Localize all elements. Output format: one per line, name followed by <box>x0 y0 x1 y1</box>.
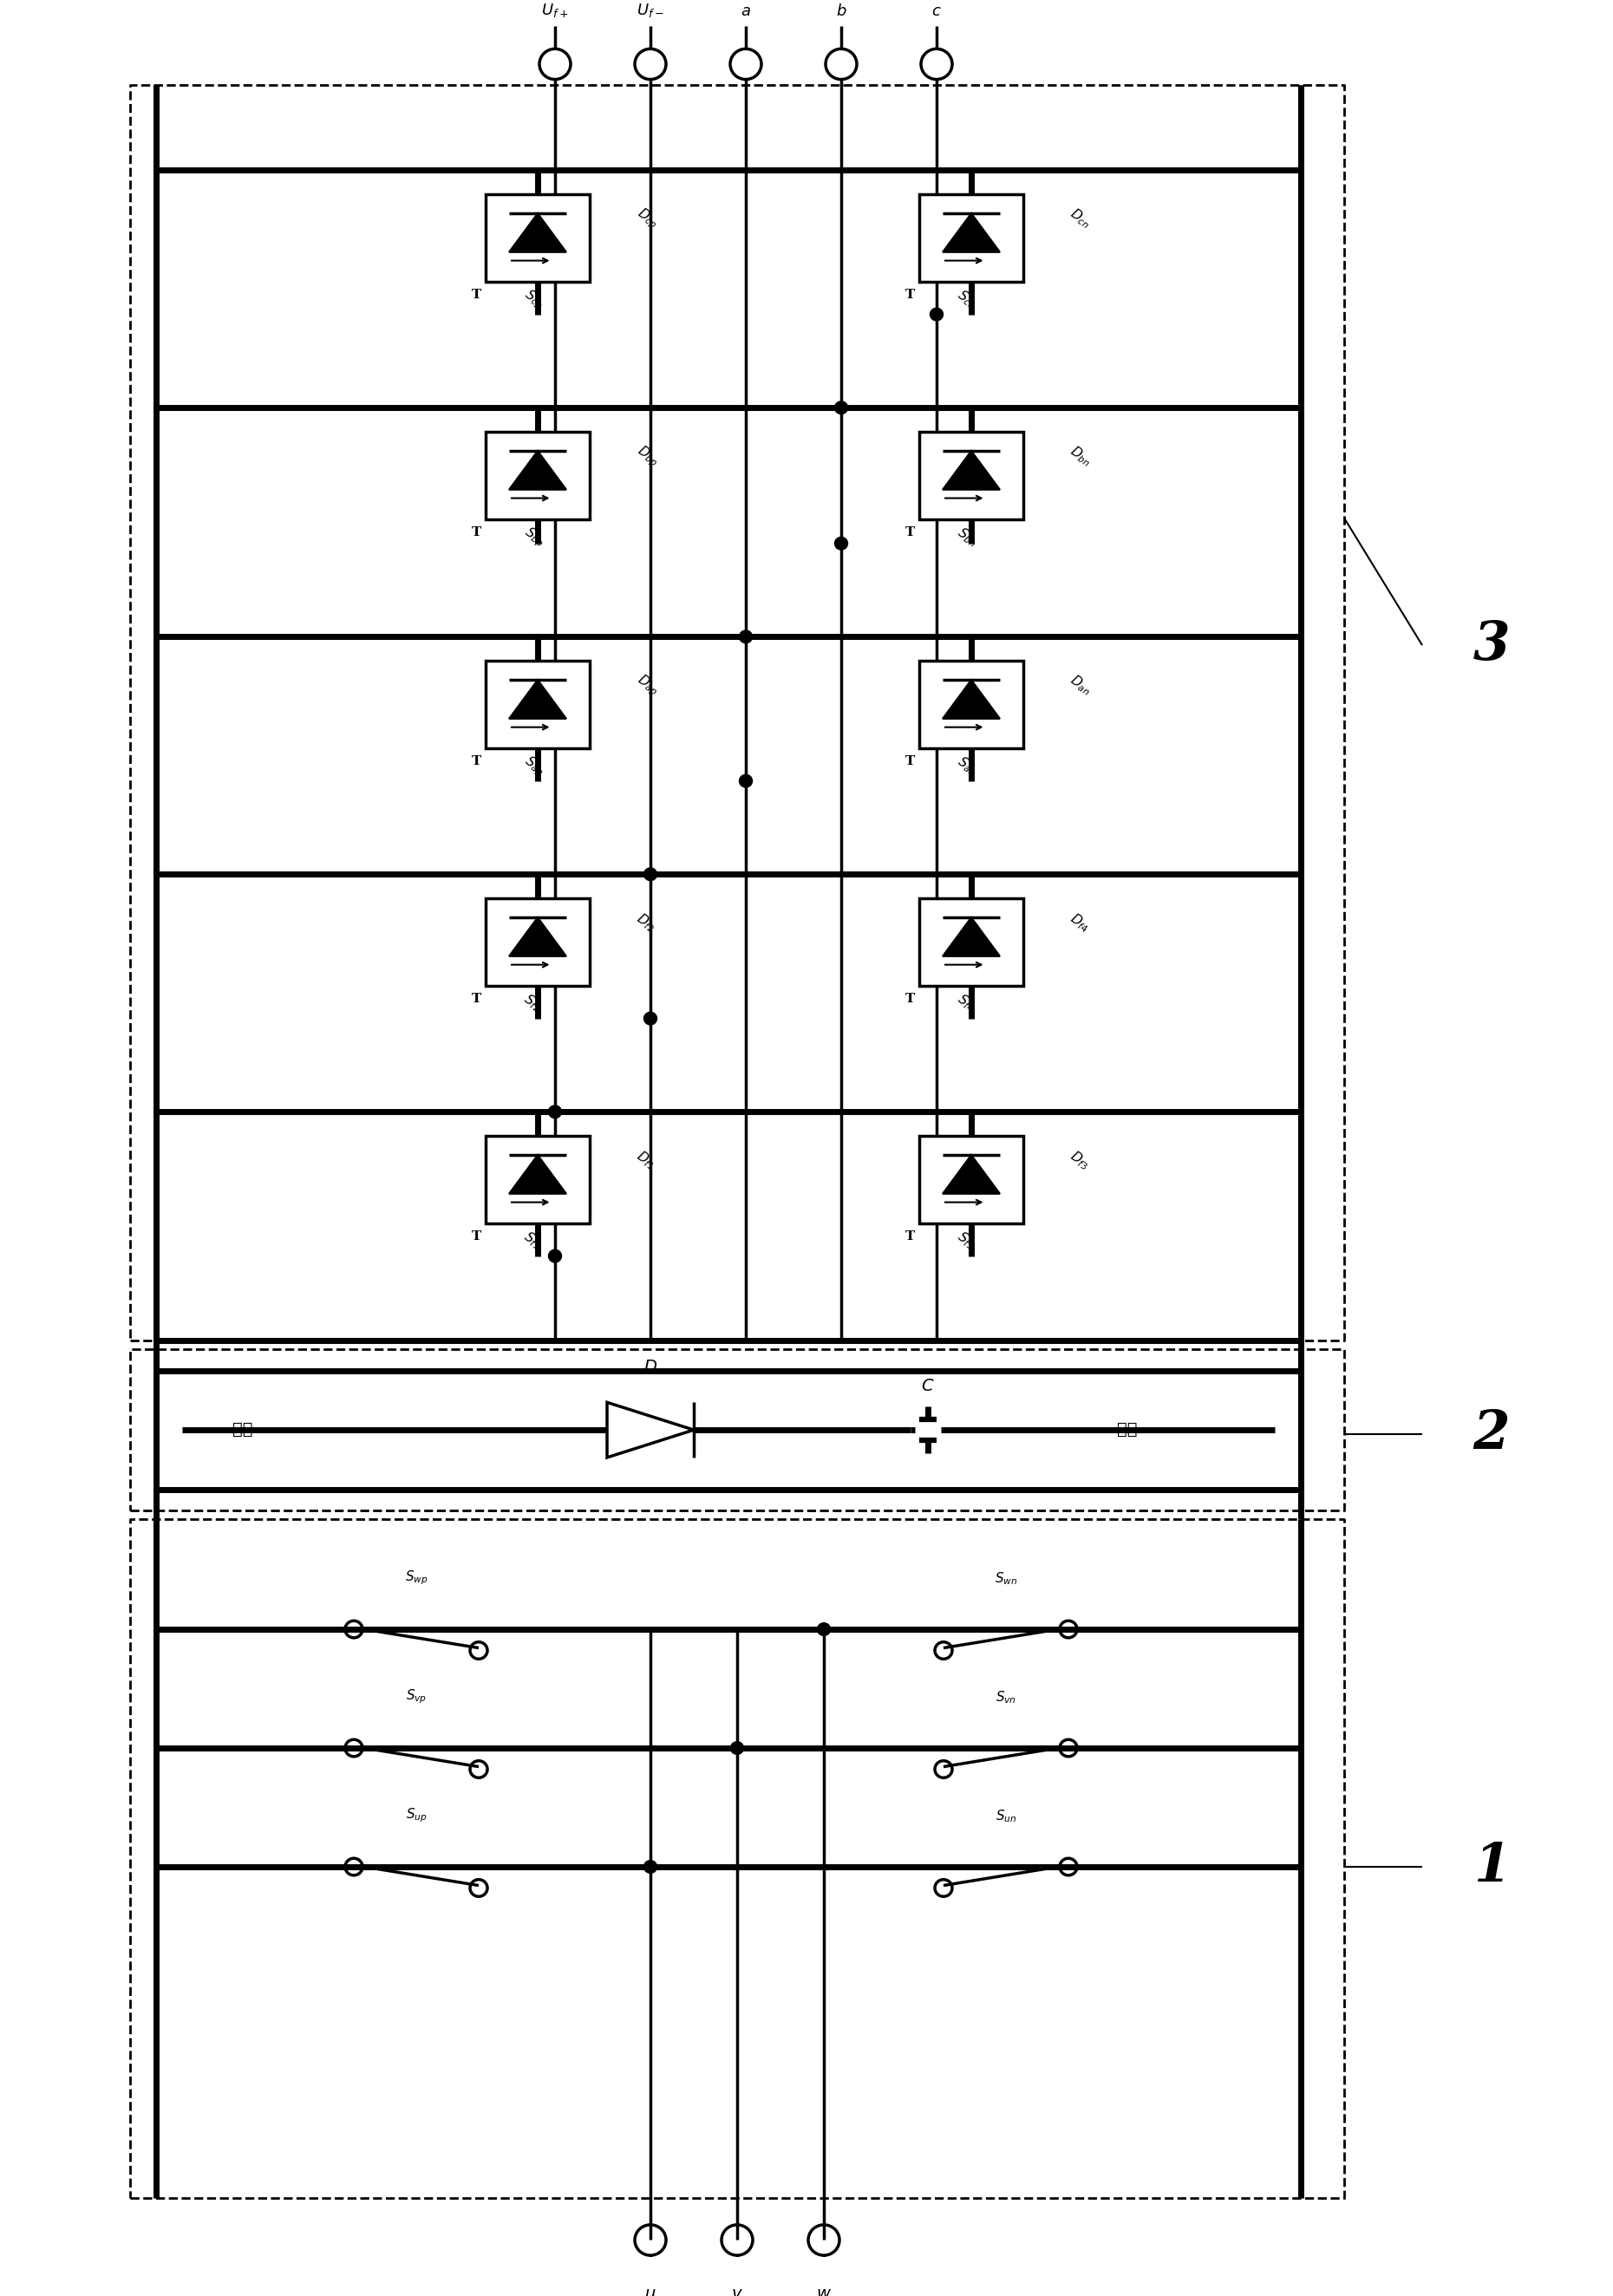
Text: T: T <box>905 526 915 540</box>
Text: $D$: $D$ <box>644 1359 658 1375</box>
Text: $D_{f2}$: $D_{f2}$ <box>632 909 658 934</box>
FancyBboxPatch shape <box>919 898 1023 987</box>
Circle shape <box>931 308 944 321</box>
Polygon shape <box>942 214 1000 253</box>
FancyBboxPatch shape <box>486 661 590 748</box>
Text: $S_{wn}$: $S_{wn}$ <box>995 1570 1018 1587</box>
FancyBboxPatch shape <box>486 432 590 519</box>
Text: $D_{bn}$: $D_{bn}$ <box>1066 443 1095 468</box>
Text: T: T <box>905 994 915 1006</box>
Text: T: T <box>471 994 481 1006</box>
Text: T: T <box>905 289 915 301</box>
Text: $U_{f-}$: $U_{f-}$ <box>637 2 665 18</box>
Text: $v$: $v$ <box>731 2287 744 2296</box>
Text: $S_{ap}$: $S_{ap}$ <box>521 753 548 781</box>
Text: $D_{f1}$: $D_{f1}$ <box>632 1148 658 1173</box>
Text: T: T <box>471 1231 481 1242</box>
Text: $w$: $w$ <box>816 2287 832 2296</box>
Text: $c$: $c$ <box>932 5 942 18</box>
Text: 3: 3 <box>1473 620 1510 670</box>
Circle shape <box>739 774 752 788</box>
Text: T: T <box>905 755 915 767</box>
FancyBboxPatch shape <box>486 1137 590 1224</box>
Polygon shape <box>510 450 566 489</box>
Text: $D_{bp}$: $D_{bp}$ <box>632 443 663 471</box>
Text: 正端: 正端 <box>232 1421 253 1437</box>
Circle shape <box>834 402 848 413</box>
Text: $S_{bp}$: $S_{bp}$ <box>521 523 548 551</box>
FancyBboxPatch shape <box>486 898 590 987</box>
Text: $S_{vn}$: $S_{vn}$ <box>995 1690 1016 1706</box>
Circle shape <box>731 1743 744 1754</box>
Polygon shape <box>510 680 566 719</box>
Circle shape <box>834 537 848 549</box>
Circle shape <box>644 1860 656 1874</box>
Polygon shape <box>942 450 1000 489</box>
Text: $S_{cn}$: $S_{cn}$ <box>953 287 981 312</box>
Text: $S_{f1}$: $S_{f1}$ <box>521 1228 545 1251</box>
Text: $D_{cn}$: $D_{cn}$ <box>1066 207 1094 232</box>
Text: $S_{vp}$: $S_{vp}$ <box>406 1688 427 1706</box>
Text: 2: 2 <box>1473 1407 1510 1460</box>
Text: $S_{un}$: $S_{un}$ <box>995 1809 1016 1825</box>
Text: $S_{f4}$: $S_{f4}$ <box>953 990 979 1015</box>
Text: $S_{cp}$: $S_{cp}$ <box>521 287 547 312</box>
Circle shape <box>644 1013 656 1024</box>
Text: $D_{cp}$: $D_{cp}$ <box>632 204 661 232</box>
Polygon shape <box>510 918 566 955</box>
Polygon shape <box>942 680 1000 719</box>
Polygon shape <box>510 214 566 253</box>
Text: $U_{f+}$: $U_{f+}$ <box>542 2 569 18</box>
Text: T: T <box>471 755 481 767</box>
Text: $C$: $C$ <box>921 1378 934 1394</box>
Polygon shape <box>942 918 1000 955</box>
FancyBboxPatch shape <box>919 432 1023 519</box>
Circle shape <box>548 1104 561 1118</box>
Circle shape <box>644 868 656 882</box>
Text: $D_{f3}$: $D_{f3}$ <box>1066 1148 1092 1173</box>
Text: $S_{wp}$: $S_{wp}$ <box>405 1568 427 1587</box>
FancyBboxPatch shape <box>919 1137 1023 1224</box>
Text: $S_{bn}$: $S_{bn}$ <box>953 523 981 549</box>
Text: $D_{an}$: $D_{an}$ <box>1066 673 1095 698</box>
Text: 1: 1 <box>1473 1841 1510 1892</box>
FancyBboxPatch shape <box>919 193 1023 282</box>
Text: $S_{f2}$: $S_{f2}$ <box>521 990 545 1015</box>
Text: T: T <box>471 526 481 540</box>
FancyBboxPatch shape <box>919 661 1023 748</box>
Text: $D_{f4}$: $D_{f4}$ <box>1066 909 1092 934</box>
Text: $b$: $b$ <box>836 5 847 18</box>
Text: T: T <box>471 289 481 301</box>
Text: 负端: 负端 <box>1118 1421 1137 1437</box>
Polygon shape <box>942 1155 1000 1194</box>
FancyBboxPatch shape <box>486 193 590 282</box>
Text: $S_{an}$: $S_{an}$ <box>953 753 981 778</box>
Text: $S_{up}$: $S_{up}$ <box>405 1807 427 1825</box>
Circle shape <box>548 1249 561 1263</box>
Text: $S_{f3}$: $S_{f3}$ <box>953 1228 979 1251</box>
Circle shape <box>739 631 752 643</box>
Text: $D_{ap}$: $D_{ap}$ <box>632 670 663 698</box>
Text: $u$: $u$ <box>645 2287 656 2296</box>
Text: T: T <box>905 1231 915 1242</box>
Text: $a$: $a$ <box>740 5 752 18</box>
Circle shape <box>818 1623 831 1635</box>
Polygon shape <box>510 1155 566 1194</box>
